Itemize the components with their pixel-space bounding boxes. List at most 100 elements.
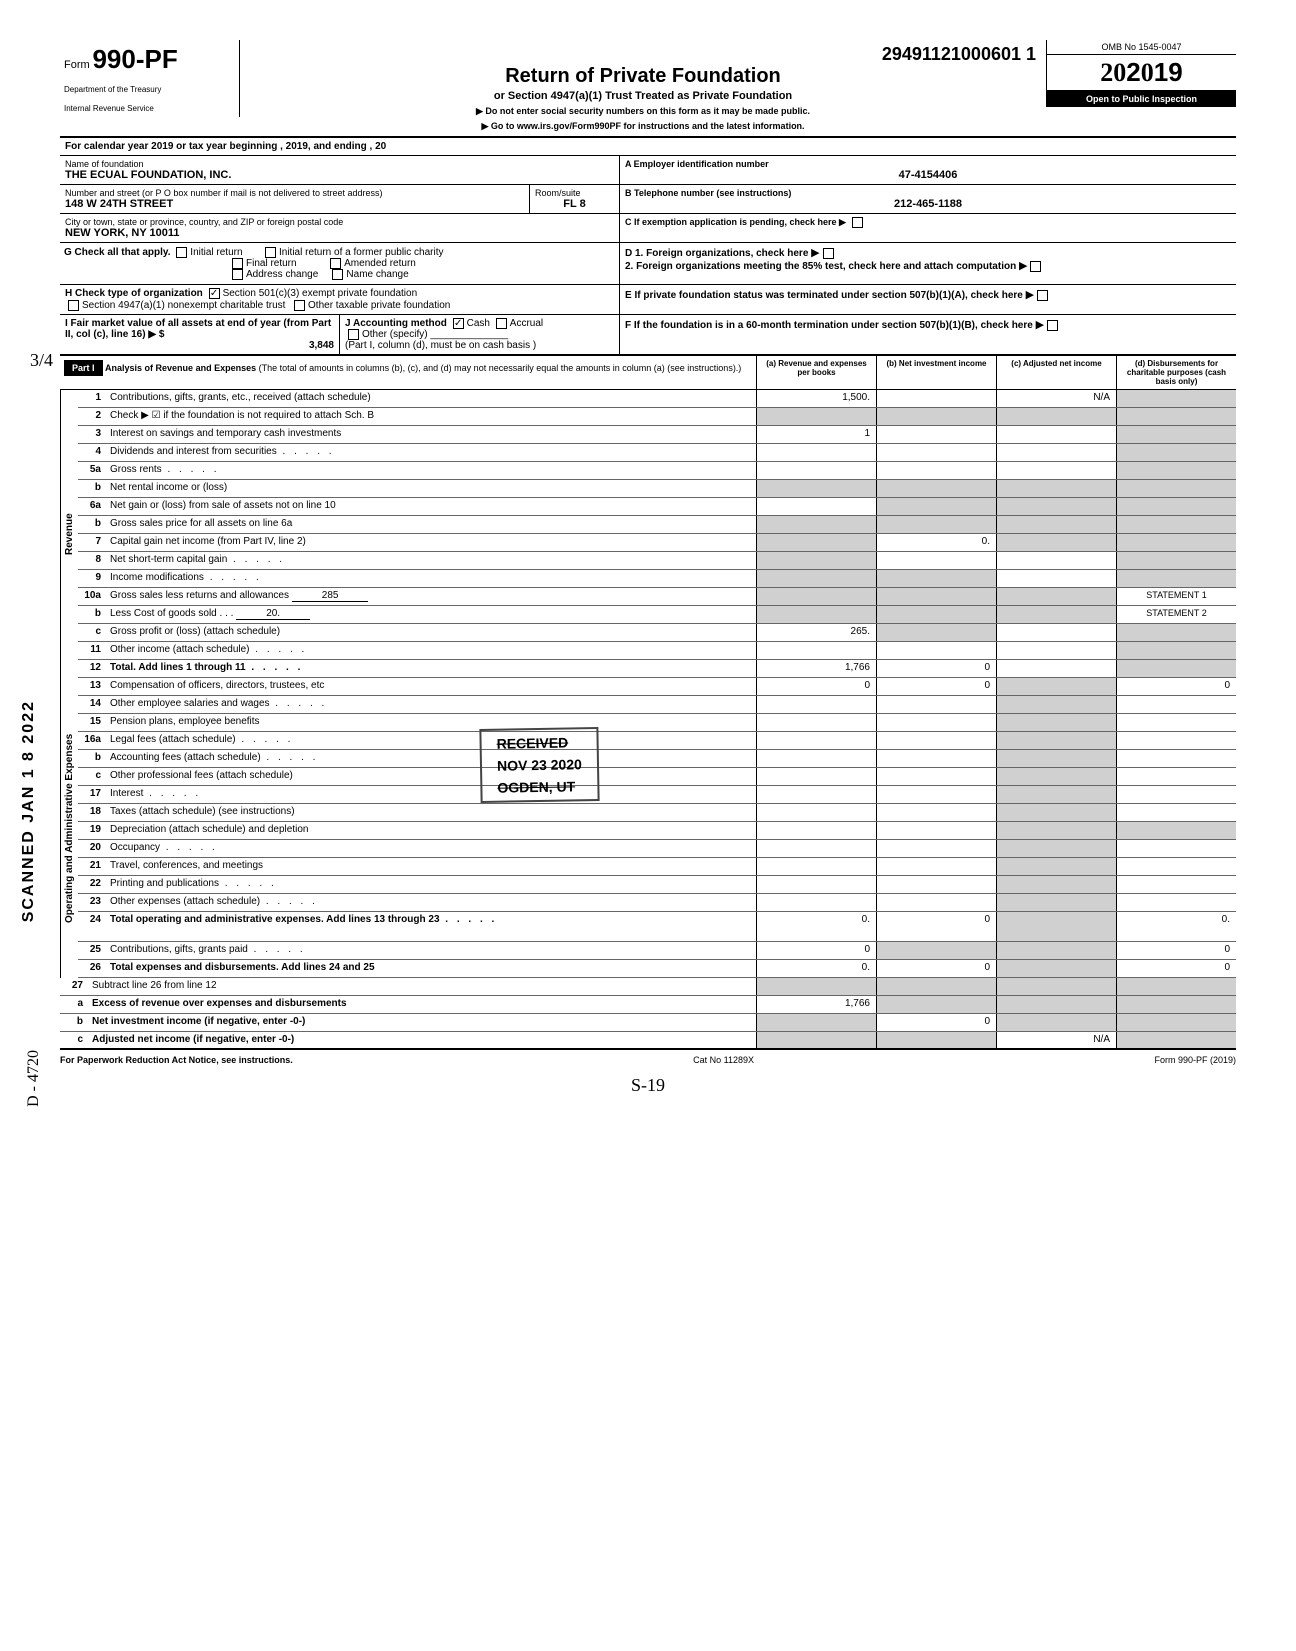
line-19: Depreciation (attach schedule) and deple…: [106, 822, 756, 839]
line-16a: Legal fees (attach schedule): [106, 732, 756, 749]
room-label: Room/suite: [535, 188, 614, 198]
foundation-name: THE ECUAL FOUNDATION, INC.: [65, 169, 614, 181]
ein-label: A Employer identification number: [625, 159, 1231, 169]
line-11: Other income (attach schedule): [106, 642, 756, 659]
line-23: Other expenses (attach schedule): [106, 894, 756, 911]
revenue-label: Revenue: [60, 390, 78, 678]
page-footer: For Paperwork Reduction Act Notice, see …: [60, 1050, 1236, 1065]
line-27b: Net investment income (if negative, ente…: [88, 1014, 756, 1031]
line-8: Net short-term capital gain: [106, 552, 756, 569]
line-14: Other employee salaries and wages: [106, 696, 756, 713]
line-2: Check ▶ ☑ if the foundation is not requi…: [106, 408, 756, 425]
final-return-chk[interactable]: [232, 258, 243, 269]
col-d-head: (d) Disbursements for charitable purpose…: [1116, 356, 1236, 389]
cat-number: Cat No 11289X: [693, 1055, 754, 1065]
line-20: Occupancy: [106, 840, 756, 857]
line-15: Pension plans, employee benefits: [106, 714, 756, 731]
tel-label: B Telephone number (see instructions): [625, 188, 1231, 198]
e-label: E If private foundation status was termi…: [625, 290, 1023, 301]
e-chk[interactable]: [1037, 290, 1048, 301]
other-method-chk[interactable]: [348, 329, 359, 340]
c-checkbox[interactable]: [852, 217, 863, 228]
d2-chk[interactable]: [1030, 261, 1041, 272]
line-4: Dividends and interest from securities: [106, 444, 756, 461]
margin-handwriting: D - 4720: [25, 1050, 43, 1107]
4947-chk[interactable]: [68, 300, 79, 311]
col-b-head: (b) Net investment income: [876, 356, 996, 389]
name-change-chk[interactable]: [332, 269, 343, 280]
line-13: Compensation of officers, directors, tru…: [106, 678, 756, 695]
line-5a: Gross rents: [106, 462, 756, 479]
part1-note: (The total of amounts in columns (b), (c…: [259, 363, 742, 373]
cash-chk[interactable]: ✓: [453, 318, 464, 329]
line-16b: Accounting fees (attach schedule): [106, 750, 756, 767]
addr-change-chk[interactable]: [232, 269, 243, 280]
line-27c: Adjusted net income (if negative, enter …: [88, 1032, 756, 1048]
line-24: Total operating and administrative expen…: [106, 912, 756, 941]
f-label: F If the foundation is in a 60-month ter…: [625, 320, 1033, 331]
form-title: Return of Private Foundation: [250, 65, 1036, 88]
city-label: City or town, state or province, country…: [65, 217, 614, 227]
line-27: Subtract line 26 from line 12: [88, 978, 756, 995]
col-a-head: (a) Revenue and expenses per books: [756, 356, 876, 389]
room-value: FL 8: [535, 198, 614, 210]
line-27a: Excess of revenue over expenses and disb…: [88, 996, 756, 1013]
form-ref: Form 990-PF (2019): [1154, 1055, 1236, 1065]
opex-label: Operating and Administrative Expenses: [60, 678, 78, 978]
form-header: Form 990-PF Department of the Treasury I…: [60, 40, 1236, 138]
city-value: NEW YORK, NY 10011: [65, 227, 614, 239]
amended-chk[interactable]: [330, 258, 341, 269]
line-17: Interest: [106, 786, 756, 803]
line-9: Income modifications: [106, 570, 756, 587]
part1-title: Analysis of Revenue and Expenses: [105, 363, 256, 373]
line-6b: Gross sales price for all assets on line…: [106, 516, 756, 533]
line-26: Total expenses and disbursements. Add li…: [106, 960, 756, 977]
calendar-year-row: For calendar year 2019 or tax year begin…: [60, 138, 1236, 156]
margin-fraction: 3/4: [30, 350, 53, 371]
initial-former-chk[interactable]: [265, 247, 276, 258]
d1-chk[interactable]: [823, 248, 834, 259]
j-note: (Part I, column (d), must be on cash bas…: [345, 340, 536, 351]
part1-label: Part I: [64, 360, 103, 376]
col-c-head: (c) Adjusted net income: [996, 356, 1116, 389]
j-label: J Accounting method: [345, 318, 447, 329]
form-prefix: Form: [64, 59, 90, 71]
d1-label: D 1. Foreign organizations, check here: [625, 248, 808, 259]
line-1: Contributions, gifts, grants, etc., rece…: [106, 390, 756, 407]
entity-row-2: Number and street (or P O box number if …: [60, 185, 1236, 214]
line-6a: Net gain or (loss) from sale of assets n…: [106, 498, 756, 515]
line-22: Printing and publications: [106, 876, 756, 893]
addr-label: Number and street (or P O box number if …: [65, 188, 524, 198]
line-3: Interest on savings and temporary cash i…: [106, 426, 756, 443]
f-chk[interactable]: [1047, 320, 1058, 331]
fmv-value: 3,848: [309, 340, 334, 351]
dept-irs: Internal Revenue Service: [64, 104, 235, 113]
handwritten-footer: S-19: [60, 1075, 1236, 1096]
accrual-chk[interactable]: [496, 318, 507, 329]
501c3-chk[interactable]: ✓: [209, 288, 220, 299]
d2-label: 2. Foreign organizations meeting the 85%…: [625, 261, 1016, 272]
expense-section: Operating and Administrative Expenses 13…: [60, 678, 1236, 978]
ein-value: 47-4154406: [625, 169, 1231, 181]
scanned-stamp: SCANNED JAN 1 8 2022: [20, 700, 38, 922]
paperwork-notice: For Paperwork Reduction Act Notice, see …: [60, 1055, 293, 1065]
entity-row-1: Name of foundation THE ECUAL FOUNDATION,…: [60, 156, 1236, 185]
part1-header: Part I Analysis of Revenue and Expenses …: [60, 355, 1236, 390]
form-subtitle: or Section 4947(a)(1) Trust Treated as P…: [250, 90, 1036, 102]
line-21: Travel, conferences, and meetings: [106, 858, 756, 875]
line-16c: Other professional fees (attach schedule…: [106, 768, 756, 785]
revenue-section: Revenue 1Contributions, gifts, grants, e…: [60, 390, 1236, 678]
name-label: Name of foundation: [65, 159, 614, 169]
line-18: Taxes (attach schedule) (see instruction…: [106, 804, 756, 821]
section-g-d: G Check all that apply. Initial return I…: [60, 243, 1236, 285]
section-i-j-f: I Fair market value of all assets at end…: [60, 315, 1236, 355]
line-10c: Gross profit or (loss) (attach schedule): [106, 624, 756, 641]
h-label: H Check type of organization: [65, 289, 203, 300]
other-tax-chk[interactable]: [294, 300, 305, 311]
street-address: 148 W 24TH STREET: [65, 198, 524, 210]
initial-return-chk[interactable]: [176, 247, 187, 258]
tel-value: 212-465-1188: [625, 198, 1231, 210]
form-note-ssn: ▶ Do not enter social security numbers o…: [250, 106, 1036, 117]
form-note-url: ▶ Go to www.irs.gov/Form990PF for instru…: [250, 121, 1036, 132]
i-label: I Fair market value of all assets at end…: [65, 318, 331, 340]
